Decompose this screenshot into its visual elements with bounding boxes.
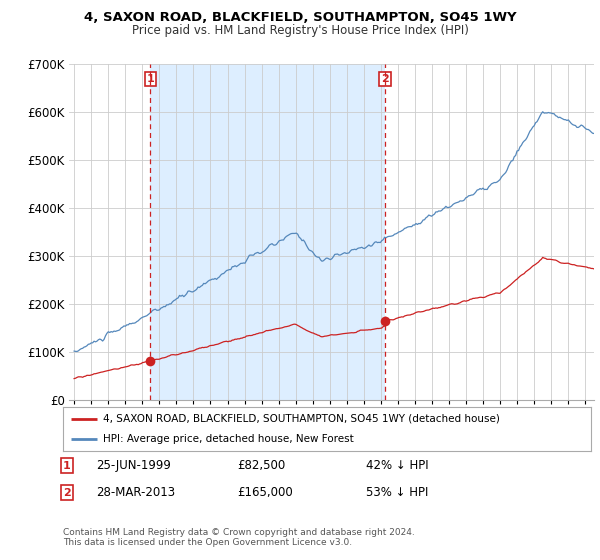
Text: £82,500: £82,500 bbox=[237, 459, 285, 473]
Text: 1: 1 bbox=[63, 461, 71, 471]
Text: 25-JUN-1999: 25-JUN-1999 bbox=[96, 459, 171, 473]
Text: 4, SAXON ROAD, BLACKFIELD, SOUTHAMPTON, SO45 1WY (detached house): 4, SAXON ROAD, BLACKFIELD, SOUTHAMPTON, … bbox=[103, 414, 499, 424]
Text: 28-MAR-2013: 28-MAR-2013 bbox=[96, 486, 175, 500]
Text: £165,000: £165,000 bbox=[237, 486, 293, 500]
Text: 4, SAXON ROAD, BLACKFIELD, SOUTHAMPTON, SO45 1WY: 4, SAXON ROAD, BLACKFIELD, SOUTHAMPTON, … bbox=[83, 11, 517, 24]
Bar bbox=[151, 64, 385, 400]
Text: HPI: Average price, detached house, New Forest: HPI: Average price, detached house, New … bbox=[103, 434, 353, 444]
Text: 53% ↓ HPI: 53% ↓ HPI bbox=[366, 486, 428, 500]
Text: 2: 2 bbox=[381, 74, 389, 85]
Text: 42% ↓ HPI: 42% ↓ HPI bbox=[366, 459, 428, 473]
Text: Contains HM Land Registry data © Crown copyright and database right 2024.
This d: Contains HM Land Registry data © Crown c… bbox=[63, 528, 415, 547]
Text: 1: 1 bbox=[146, 74, 154, 85]
Text: 2: 2 bbox=[63, 488, 71, 498]
Text: Price paid vs. HM Land Registry's House Price Index (HPI): Price paid vs. HM Land Registry's House … bbox=[131, 24, 469, 36]
